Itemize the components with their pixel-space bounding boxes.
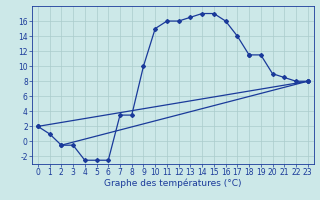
X-axis label: Graphe des températures (°C): Graphe des températures (°C)	[104, 179, 242, 188]
